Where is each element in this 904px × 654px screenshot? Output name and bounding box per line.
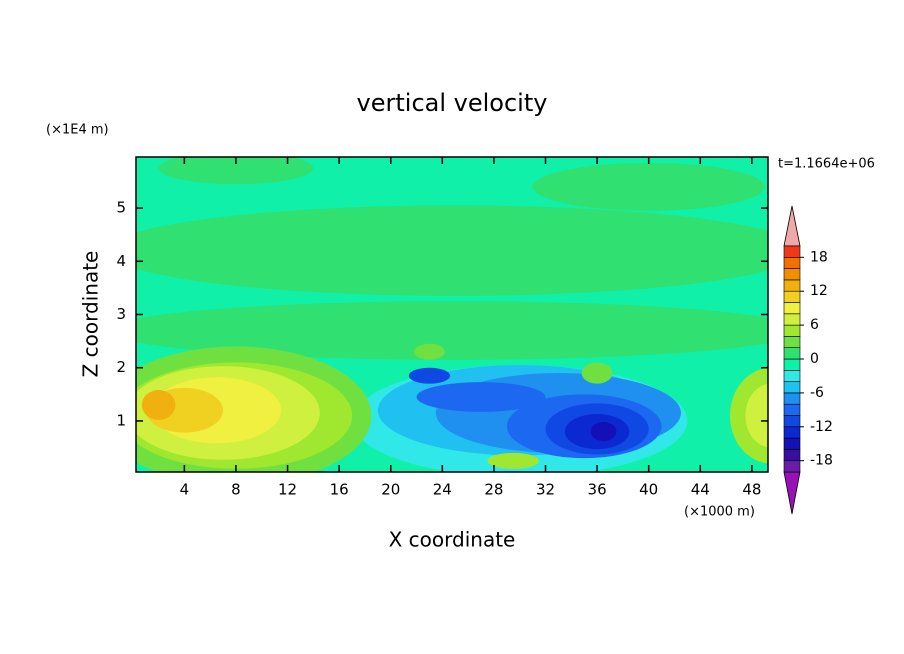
x-tick-label: 20 (381, 481, 400, 499)
colorbar-box (783, 245, 801, 258)
contour-region (141, 390, 176, 420)
x-tick-label: 16 (330, 481, 349, 499)
colorbar-box (783, 381, 801, 394)
y-axis-label: Z coordinate (79, 251, 103, 378)
x-tick-label: 24 (433, 481, 452, 499)
contour-region (487, 452, 540, 469)
contour-region (590, 421, 617, 442)
colorbar-tick-label: -18 (810, 453, 833, 469)
contour-field (136, 157, 768, 472)
x-tick-label: 4 (180, 481, 190, 499)
colorbar-box (783, 449, 801, 461)
contour-region (136, 301, 768, 360)
y-tick-label: 4 (116, 252, 126, 270)
x-tick-label: 8 (231, 481, 241, 499)
colorbar-box (783, 313, 801, 326)
x-tick-label: 40 (639, 481, 658, 499)
colorbar-box (783, 460, 801, 473)
contour-region (408, 367, 451, 384)
colorbar-tick-label: 6 (810, 317, 819, 333)
colorbar-box (783, 369, 801, 382)
y-unit: (×1E4 m) (46, 123, 109, 138)
colorbar-box (783, 268, 801, 281)
colorbar-box (783, 392, 801, 405)
contour-region (581, 362, 613, 384)
colorbar-box (783, 426, 801, 439)
colorbar-box (783, 437, 801, 450)
colorbar-tick-label: -12 (810, 419, 833, 435)
colorbar-box (783, 347, 801, 360)
colorbar-tick-label: -6 (810, 385, 824, 401)
x-axis-label: X coordinate (389, 528, 516, 552)
x-tick-label: 28 (484, 481, 503, 499)
contour-region (745, 383, 768, 448)
x-tick-label: 44 (691, 481, 710, 499)
colorbar-tick-label: 18 (810, 249, 828, 265)
x-tick-label: 48 (742, 481, 761, 499)
contour-region (413, 343, 445, 360)
colorbar-box (783, 302, 801, 315)
x-tick-label: 32 (536, 481, 555, 499)
colorbar-box (783, 256, 801, 269)
contour-region (136, 205, 768, 296)
y-tick-label: 5 (116, 199, 126, 217)
colorbar-box (783, 403, 801, 416)
y-tick-label: 1 (116, 411, 126, 429)
colorbar-box (783, 415, 801, 428)
contour-region (158, 157, 314, 185)
y-tick-label: 2 (116, 358, 126, 376)
colorbar-tick-label: 0 (810, 351, 819, 367)
x-tick-label: 36 (588, 481, 607, 499)
y-tick-label: 3 (116, 305, 126, 323)
colorbar-box (783, 336, 801, 348)
colorbar-arrow-high (783, 205, 801, 247)
colorbar-arrow-low (783, 471, 801, 515)
colorbar-box (783, 279, 801, 292)
contour-region (416, 382, 546, 412)
x-tick-label: 12 (278, 481, 297, 499)
colorbar-tick-label: 12 (810, 283, 828, 299)
time-label: t=1.1664e+06 (778, 157, 875, 172)
colorbar-box (783, 290, 801, 303)
chart-title: vertical velocity (357, 89, 548, 117)
x-unit: (×1000 m) (684, 505, 755, 520)
colorbar-box (783, 358, 801, 371)
contour-region (532, 162, 765, 211)
colorbar-box (783, 324, 801, 337)
